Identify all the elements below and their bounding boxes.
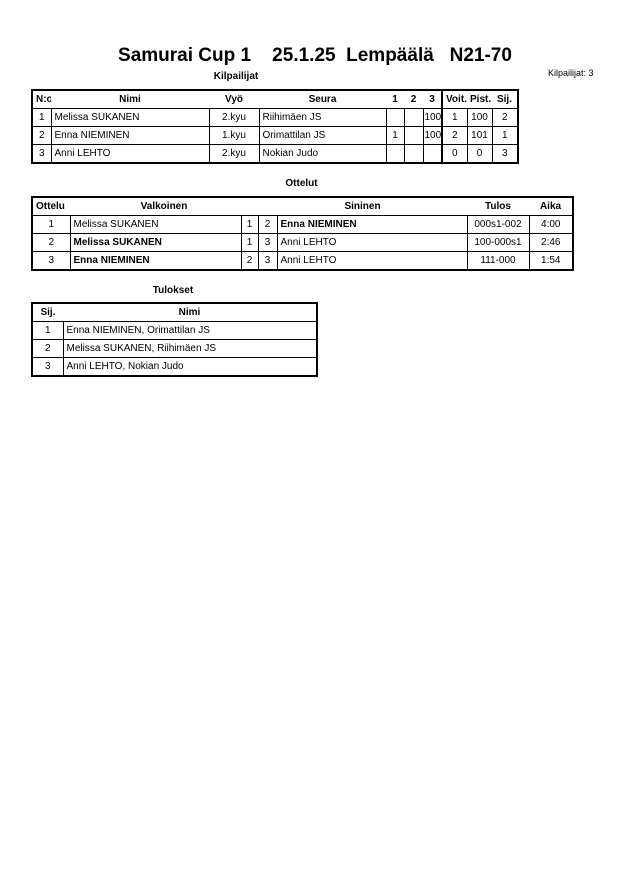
match-no: 1 <box>31 215 71 234</box>
match-white: Melissa SUKANEN <box>69 233 242 252</box>
result-name: Melissa SUKANEN, Riihimäen JS <box>62 339 318 358</box>
column-header: Seura <box>259 90 386 109</box>
match-row: 1 Melissa SUKANEN 1 2 Enna NIEMINEN 000s1-002… <box>31 215 574 234</box>
results-caption: Tulokset <box>152 285 194 296</box>
competitor-cell: 1.kyu <box>208 126 260 145</box>
result-row: 2 Melissa SUKANEN, Riihimäen JS <box>31 339 318 358</box>
header-tulos: Tulos <box>467 197 529 216</box>
match-blue: Anni LEHTO <box>276 233 468 252</box>
match-white-no: 2 <box>240 251 259 271</box>
match-white-no: 1 <box>240 215 259 234</box>
match-result: 100-000s1 <box>466 233 530 252</box>
competitor-cell: 3 <box>491 144 519 164</box>
match-result: 111-000 <box>466 251 530 271</box>
match-time: 1:54 <box>528 251 574 271</box>
competitor-cell: Anni LEHTO <box>50 144 210 164</box>
competitor-cell: 3 <box>31 144 52 164</box>
results-table: Sij. Nimi 1 Enna NIEMINEN, Orimattilan JS… <box>31 302 318 377</box>
result-name: Enna NIEMINEN, Orimattilan JS <box>62 321 318 340</box>
header-sininen: Sininen <box>258 197 467 216</box>
competitors-table: N:oNimiVyöSeura123Voit.Pist.Sij.1Melissa… <box>31 89 519 164</box>
match-blue-no: 3 <box>257 233 278 252</box>
column-header: 1 <box>386 90 404 109</box>
match-blue-no: 3 <box>257 251 278 271</box>
column-header: Nimi <box>51 90 209 109</box>
competitor-row: 3 Anni LEHTO 2.kyu Nokian Judo 0 0 3 <box>31 144 519 164</box>
result-place: 2 <box>31 339 64 358</box>
matches-caption: Ottelut <box>285 178 318 189</box>
competitor-cell: Melissa SUKANEN <box>50 108 210 127</box>
match-blue-no: 2 <box>257 215 278 234</box>
competitor-cell: Nokian Judo <box>258 144 387 164</box>
page-title: Samurai Cup 1 25.1.25 Lempäälä N21-70 <box>118 45 512 66</box>
match-white: Melissa SUKANEN <box>69 215 242 234</box>
competitor-cell: Orimattilan JS <box>258 126 387 145</box>
competitor-cell: 2.kyu <box>208 108 260 127</box>
competitor-cell: 2 <box>31 126 52 145</box>
result-place: 1 <box>31 321 64 340</box>
competitor-cell <box>403 126 424 145</box>
header-aika: Aika <box>529 197 573 216</box>
header-ottelu: Ottelu <box>32 197 70 216</box>
match-row: 3 Enna NIEMINEN 2 3 Anni LEHTO 111-000 1:54 <box>31 251 574 271</box>
match-time: 4:00 <box>528 215 574 234</box>
competitors-caption: Kilpailijat <box>213 71 259 82</box>
match-no: 3 <box>31 251 71 271</box>
match-result: 000s1-002 <box>466 215 530 234</box>
competitor-cell <box>422 144 443 164</box>
result-row: 1 Enna NIEMINEN, Orimattilan JS <box>31 321 318 340</box>
competitor-cell <box>385 108 405 127</box>
competitor-cell: 1 <box>441 108 468 127</box>
competitor-cell: 0 <box>466 144 493 164</box>
header-sij: Sij. <box>32 303 63 322</box>
matches-table: Ottelu Valkoinen Sininen Tulos Aika 1 Mel… <box>31 196 574 271</box>
competitor-cell: Riihimäen JS <box>258 108 387 127</box>
header-nimi: Nimi <box>63 303 317 322</box>
competitor-cell: 2 <box>441 126 468 145</box>
match-white: Enna NIEMINEN <box>69 251 242 271</box>
competitor-cell: Enna NIEMINEN <box>50 126 210 145</box>
column-header: Voit. <box>441 90 467 109</box>
competitor-row: 1 Melissa SUKANEN 2.kyu Riihimäen JS 100 1 100… <box>31 108 519 127</box>
match-blue: Enna NIEMINEN <box>276 215 468 234</box>
competitor-cell <box>403 108 424 127</box>
competitor-cell: 101 <box>466 126 493 145</box>
competitor-cell: 1 <box>491 126 519 145</box>
competitor-cell <box>385 144 405 164</box>
competitor-cell <box>403 144 424 164</box>
result-name: Anni LEHTO, Nokian Judo <box>62 357 318 377</box>
match-white-no: 1 <box>240 233 259 252</box>
header-valkoinen: Valkoinen <box>70 197 258 216</box>
competitor-count: Kilpailijat: 3 <box>548 68 594 78</box>
column-header: Vyö <box>209 90 259 109</box>
competitor-cell: 100 <box>466 108 493 127</box>
competitor-cell: 2 <box>491 108 519 127</box>
match-blue: Anni LEHTO <box>276 251 468 271</box>
competitor-row: 2 Enna NIEMINEN 1.kyu Orimattilan JS 1 100 2 10… <box>31 126 519 145</box>
column-header: N:o <box>32 90 51 109</box>
match-row: 2 Melissa SUKANEN 1 3 Anni LEHTO 100-000s1 2:4… <box>31 233 574 252</box>
competitor-cell: 100 <box>422 126 443 145</box>
match-no: 2 <box>31 233 71 252</box>
column-header: 3 <box>423 90 442 109</box>
column-header: Pist. <box>467 90 492 109</box>
competitor-cell: 1 <box>385 126 405 145</box>
result-row: 3 Anni LEHTO, Nokian Judo <box>31 357 318 377</box>
column-header: Sij. <box>492 90 518 109</box>
match-time: 2:46 <box>528 233 574 252</box>
competitor-cell: 2.kyu <box>208 144 260 164</box>
result-place: 3 <box>31 357 64 377</box>
competitor-cell: 0 <box>441 144 468 164</box>
competitor-cell: 1 <box>31 108 52 127</box>
column-header: 2 <box>404 90 423 109</box>
competitor-cell: 100 <box>422 108 443 127</box>
